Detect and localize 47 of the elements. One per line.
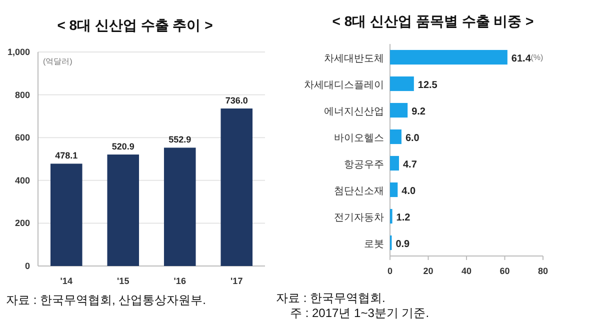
text: 478.1 — [55, 150, 78, 161]
text: 4.0 — [402, 186, 416, 197]
x-tick-label: '16 — [174, 276, 186, 286]
y-tick-label: 600 — [14, 132, 30, 143]
text: 1.2 — [396, 212, 410, 224]
y-tick-label: 에너지신산업 — [324, 106, 384, 118]
y-tick-label: 전기자동차 — [334, 212, 384, 224]
text: 0.9 — [396, 238, 410, 250]
x-tick-label: '14 — [60, 276, 72, 286]
x-axis-title: (%) — [530, 53, 544, 62]
text: 4.7 — [402, 159, 417, 170]
text: 12.5 — [418, 80, 438, 91]
text: 61.4 — [511, 53, 531, 64]
text: 자료 : 한국무역협회, 산업통상자원부. — [6, 293, 206, 307]
y-tick-label: 400 — [14, 175, 30, 186]
y-tick-label: 1,000 — [7, 47, 30, 57]
x-tick-label: 40 — [461, 266, 472, 276]
y-tick-label: 200 — [14, 218, 30, 228]
y-tick-label: 로봇 — [364, 238, 384, 250]
y-tick-label: 차세대디스플레이 — [304, 80, 384, 91]
x-tick-label: 20 — [423, 266, 434, 276]
text: 주 : 2017년 1~3분기 기준. — [290, 306, 430, 320]
bar — [390, 182, 398, 198]
y-tick-label: 항공우주 — [344, 159, 384, 170]
y-tick-label: 첨단신소재 — [334, 186, 384, 197]
chart-title: < 8대 신산업 수출 추이 > — [57, 17, 213, 33]
text: 736.0 — [225, 95, 248, 106]
y-tick-label: 바이오헬스 — [334, 132, 384, 144]
x-tick-label: 60 — [500, 266, 510, 276]
text: 자료 : 한국무역협회. — [276, 291, 386, 305]
y-tick-label: 800 — [14, 90, 30, 100]
text: 9.2 — [412, 106, 426, 118]
bar — [390, 76, 414, 92]
x-tick-label: 80 — [538, 266, 548, 276]
text: 6.0 — [405, 132, 420, 144]
text: 552.9 — [168, 134, 192, 145]
x-tick-label: 0 — [387, 266, 393, 276]
y-tick-label: 차세대반도체 — [324, 53, 384, 64]
y-axis-title: (억달러) — [43, 57, 73, 66]
x-tick-label: '17 — [230, 276, 243, 286]
bar — [390, 50, 508, 65]
chart-title: < 8대 신산업 품목별 수출 비중 > — [332, 13, 534, 29]
x-tick-label: '15 — [117, 276, 130, 286]
bar — [390, 156, 399, 171]
bar — [390, 129, 402, 144]
bar — [390, 102, 408, 118]
text: 520.9 — [112, 142, 134, 152]
